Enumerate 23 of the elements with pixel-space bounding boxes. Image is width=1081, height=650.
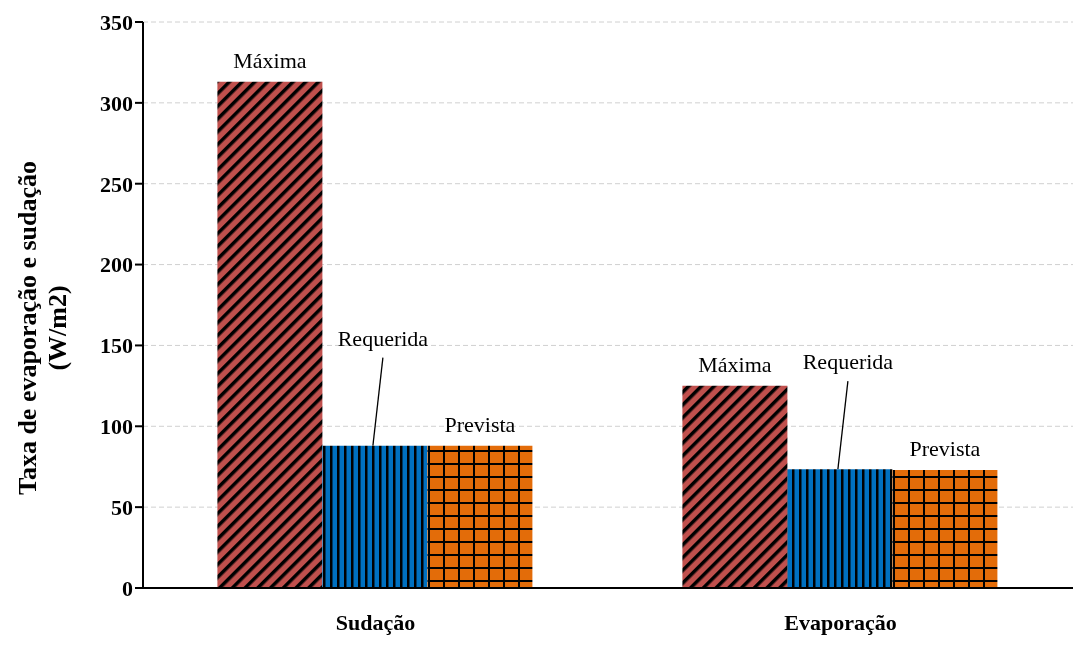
x-tick-label: Sudação <box>335 609 416 635</box>
y-tick-label: 150 <box>100 333 133 359</box>
text: Prevista <box>909 435 981 461</box>
y-tick-label: 100 <box>100 414 133 440</box>
text: Requerida <box>337 325 429 351</box>
bar <box>427 445 533 588</box>
bar <box>892 469 998 588</box>
series-label: Máxima <box>233 47 307 73</box>
bar <box>787 469 893 588</box>
bar <box>322 445 428 588</box>
x-tick-label: Evaporação <box>784 609 897 635</box>
y-tick-label: 250 <box>100 171 133 197</box>
bar <box>217 81 323 588</box>
y-tick-label: 350 <box>100 9 133 35</box>
y-tick-label: 200 <box>100 252 133 278</box>
y-tick-label: 0 <box>122 575 133 601</box>
y-axis-title: Taxa de evaporação e sudação (W/m2) <box>13 160 72 496</box>
text: Requerida <box>802 349 894 375</box>
y-tick-label: 300 <box>100 90 133 116</box>
series-label: Prevista <box>444 411 516 437</box>
bar <box>682 385 788 588</box>
text: Máxima <box>698 351 772 377</box>
y-tick-label: 50 <box>111 494 133 520</box>
